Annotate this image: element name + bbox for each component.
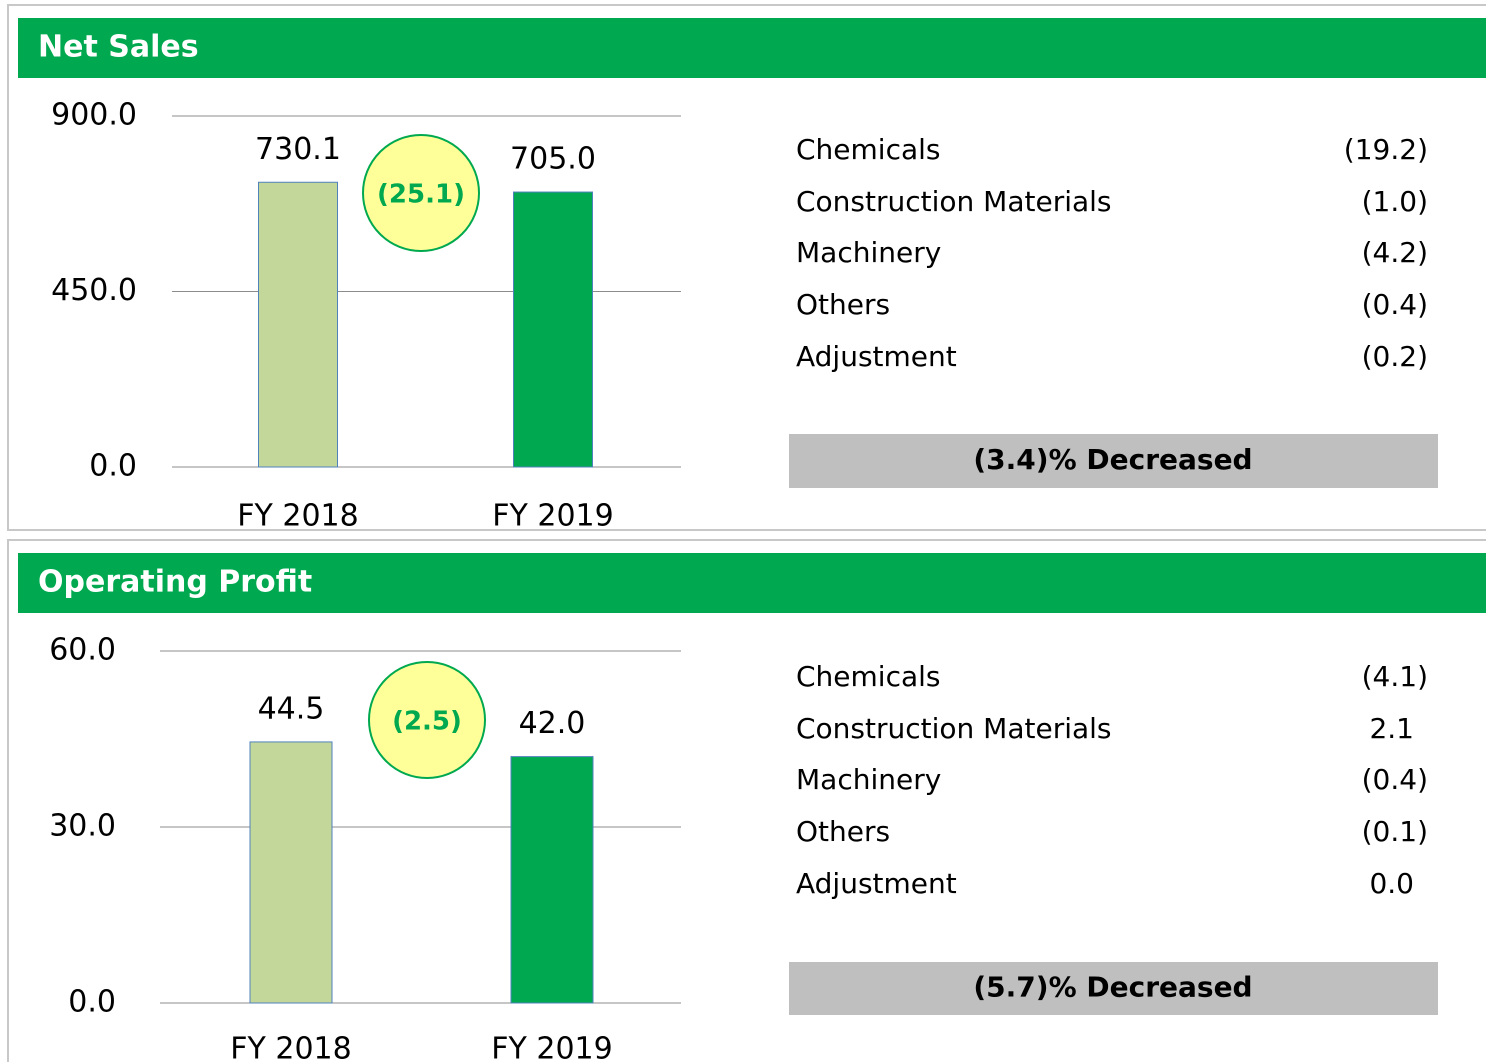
panel-border — [7, 4, 1486, 531]
segment-value: (0.4) — [1362, 288, 1428, 321]
y-tick-label: 30.0 — [49, 809, 116, 844]
panel-title: Operating Profit — [38, 565, 312, 600]
difference-badge — [362, 134, 480, 252]
bar — [249, 741, 333, 1004]
bar — [258, 181, 338, 468]
y-tick-label: 900.0 — [51, 98, 137, 133]
difference-label: (25.1) — [377, 180, 465, 210]
x-tick-label: FY 2018 — [230, 1032, 351, 1062]
panel-header — [18, 18, 1486, 78]
panel-border — [7, 539, 1486, 1062]
summary-box — [789, 962, 1438, 1015]
value-label: 42.0 — [519, 706, 586, 741]
segment-value: (4.1) — [1362, 660, 1428, 693]
y-tick-label: 450.0 — [51, 273, 137, 308]
segment-value: 2.1 — [1369, 712, 1414, 745]
segment-value: (0.2) — [1362, 340, 1428, 373]
segment-label: Machinery — [796, 236, 941, 269]
summary-text: (5.7)% Decreased — [973, 971, 1252, 1004]
difference-badge — [368, 661, 486, 779]
value-label: 730.1 — [255, 132, 341, 167]
panel-title: Net Sales — [38, 30, 199, 65]
segment-value: (4.2) — [1362, 236, 1428, 269]
y-tick-label: 60.0 — [49, 633, 116, 668]
segment-label: Construction Materials — [796, 712, 1112, 745]
segment-value: (0.4) — [1362, 763, 1428, 796]
segment-label: Adjustment — [796, 340, 957, 373]
value-label: 705.0 — [510, 142, 596, 177]
segment-value: (0.1) — [1362, 815, 1428, 848]
summary-box — [789, 434, 1438, 488]
segment-value: (19.2) — [1344, 133, 1428, 166]
value-label: 44.5 — [258, 691, 325, 726]
segment-label: Chemicals — [796, 133, 941, 166]
segment-value: (1.0) — [1362, 185, 1428, 218]
segment-label: Adjustment — [796, 867, 957, 900]
y-tick-label: 0.0 — [68, 985, 116, 1020]
panel-header — [18, 553, 1486, 613]
summary-text: (3.4)% Decreased — [973, 443, 1252, 476]
segment-label: Machinery — [796, 763, 941, 796]
segment-label: Others — [796, 288, 890, 321]
x-tick-label: FY 2018 — [237, 499, 358, 534]
y-tick-label: 0.0 — [89, 449, 137, 484]
segment-label: Construction Materials — [796, 185, 1112, 218]
bar — [510, 756, 594, 1004]
x-tick-label: FY 2019 — [492, 499, 613, 534]
x-tick-label: FY 2019 — [491, 1032, 612, 1062]
difference-label: (2.5) — [392, 707, 462, 737]
segment-value: 0.0 — [1369, 867, 1414, 900]
bar — [513, 191, 593, 468]
segment-label: Chemicals — [796, 660, 941, 693]
segment-label: Others — [796, 815, 890, 848]
